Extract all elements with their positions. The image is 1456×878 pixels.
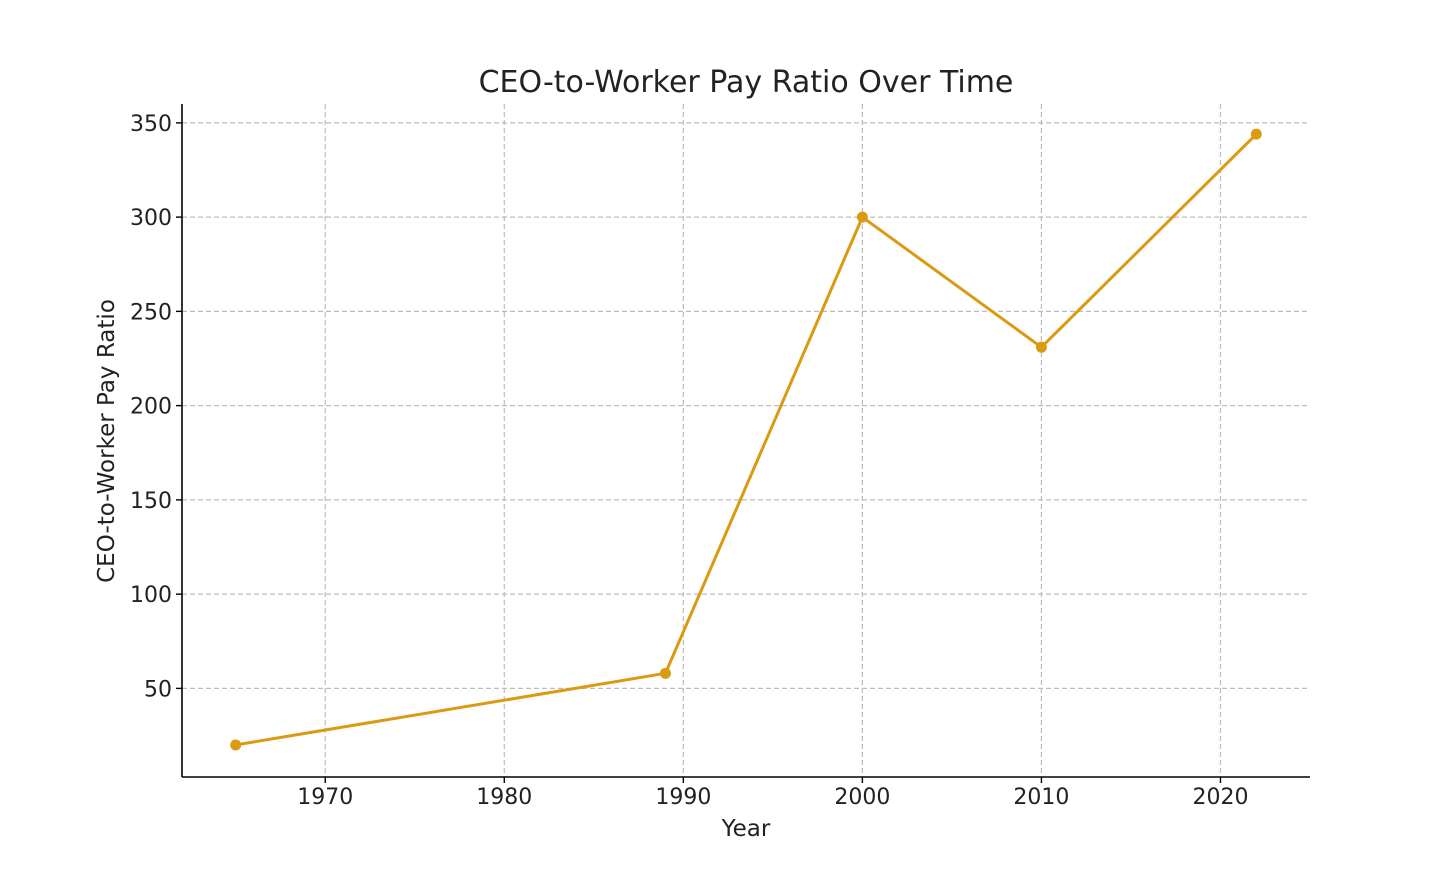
series-layer [230, 128, 1262, 751]
data-point [659, 667, 671, 679]
x-tick-label: 1970 [297, 785, 353, 810]
series-line [234, 132, 1258, 747]
grid-layer [182, 104, 1310, 777]
data-point [856, 211, 868, 223]
axes-layer [181, 104, 1310, 778]
data-point [1035, 341, 1047, 353]
ticks-layer: 1970 1980 1990 2000 2010 2020 50 100 150 200 250 30… [130, 112, 1248, 810]
x-tick-label: 1980 [476, 785, 532, 810]
x-tick-label: 2000 [834, 785, 890, 810]
y-tick-label: 150 [130, 489, 172, 514]
y-axis-label: CEO-to-Worker Pay Ratio [94, 299, 120, 583]
y-tick-label: 50 [144, 677, 172, 702]
y-tick-label: 100 [130, 583, 172, 608]
y-tick-label: 200 [130, 395, 172, 420]
x-axis-label: Year [721, 816, 771, 842]
x-tick-label: 2020 [1192, 785, 1248, 810]
x-tick-label: 2010 [1013, 785, 1069, 810]
x-tick-label: 1990 [655, 785, 711, 810]
data-point [230, 739, 242, 751]
y-tick-label: 350 [130, 112, 172, 137]
data-point [1250, 128, 1262, 140]
chart-title: CEO-to-Worker Pay Ratio Over Time [479, 65, 1014, 100]
y-tick-label: 250 [130, 300, 172, 325]
y-tick-label: 300 [130, 206, 172, 231]
